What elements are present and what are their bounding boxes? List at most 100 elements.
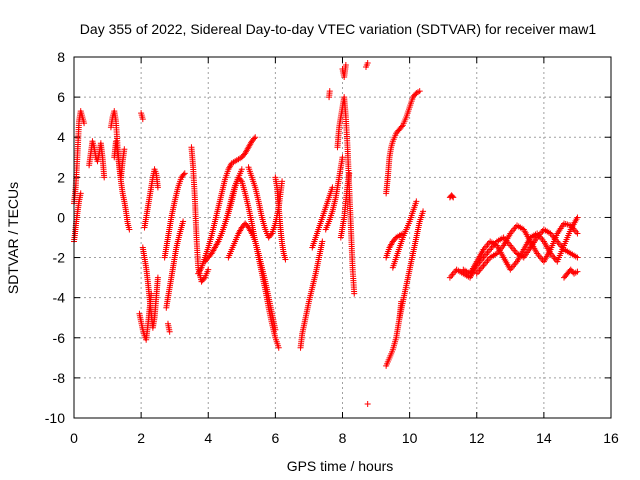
series-arc-o (225, 220, 279, 333)
data-point (121, 146, 128, 153)
x-tick-label: 12 (469, 430, 485, 446)
plot-frame (73, 56, 612, 419)
data-point (450, 194, 457, 201)
x-tick-label: 0 (70, 430, 78, 446)
series-arc-aj (364, 400, 371, 407)
data-point (399, 230, 406, 237)
y-axis-ticks: -10 -8 -6 -4 -2 0 2 4 6 8 (45, 49, 611, 426)
series-arc-v (337, 170, 353, 241)
y-axis-label: SDTVAR / TECUs (5, 182, 21, 294)
series-arc-ae (473, 220, 581, 277)
series-arc-t (322, 154, 346, 233)
chart-title: Day 355 of 2022, Sidereal Day-to-day VTE… (80, 21, 597, 37)
data-point (416, 88, 423, 95)
series-arc-g (139, 244, 161, 331)
y-tick-label: -4 (53, 290, 66, 306)
series-arc-i (161, 170, 188, 261)
x-tick-label: 2 (137, 430, 145, 446)
data-point (364, 60, 371, 67)
series-arc-r (297, 238, 326, 351)
y-tick-label: -2 (53, 250, 66, 266)
series-arc-s (309, 184, 336, 251)
data-point (101, 174, 108, 181)
y-tick-label: -10 (45, 410, 65, 426)
data-point (154, 274, 161, 281)
series-arc-p (245, 164, 286, 241)
data-point (574, 254, 581, 261)
data-point (449, 193, 456, 200)
data-point (329, 184, 336, 191)
x-tick-label: 4 (204, 430, 212, 446)
y-tick-label: -8 (53, 370, 66, 386)
series-arc-l (195, 134, 259, 277)
series-arc-y (396, 208, 427, 321)
data-point (181, 170, 188, 177)
data-point (574, 230, 581, 237)
data-point (139, 116, 146, 123)
data-point (420, 208, 427, 215)
data-point (342, 62, 349, 69)
series-arc-al (138, 110, 146, 123)
y-tick-label: 2 (57, 169, 65, 185)
data-point (238, 166, 245, 173)
data-point (166, 328, 173, 335)
data-point (275, 344, 282, 351)
series-arc-z (389, 198, 420, 271)
data-point (251, 135, 258, 142)
x-axis-label: GPS time / hours (287, 458, 394, 474)
data-point (272, 326, 279, 333)
series-arc-h (141, 166, 161, 231)
series-arc-af (561, 266, 581, 281)
series-arc-aa (383, 230, 406, 261)
data-point (267, 231, 274, 238)
data-points (71, 60, 581, 407)
data-point (351, 290, 358, 297)
series-arc-q (272, 174, 289, 263)
data-point (574, 268, 581, 275)
series-arc-x (383, 88, 423, 197)
series-arc-c (86, 138, 108, 181)
data-point (126, 226, 133, 233)
series-arc-e (111, 138, 128, 181)
data-point (252, 134, 259, 141)
data-point (364, 400, 371, 407)
x-tick-label: 14 (536, 430, 552, 446)
series-arc-n (215, 174, 282, 351)
x-tick-label: 8 (339, 430, 347, 446)
y-tick-label: 8 (57, 49, 65, 65)
series-arc-j (163, 218, 187, 311)
series-arc-a (71, 108, 88, 207)
y-tick-label: 6 (57, 89, 65, 105)
y-tick-label: -6 (53, 330, 66, 346)
y-tick-label: 4 (57, 129, 65, 145)
y-tick-label: 0 (57, 209, 65, 225)
data-point (237, 177, 244, 184)
series-arc-ai (362, 60, 371, 71)
data-point (180, 171, 187, 178)
data-point (398, 123, 405, 130)
data-point (413, 198, 420, 205)
x-tick-label: 16 (603, 430, 619, 446)
data-point (200, 275, 207, 282)
data-point (77, 190, 84, 197)
data-point (346, 170, 353, 177)
series-arc-ah (339, 62, 349, 81)
data-point (574, 214, 581, 221)
series-arc-b (71, 190, 84, 245)
data-point (180, 218, 187, 225)
data-point (319, 238, 326, 245)
series-arc-ag (326, 88, 333, 101)
data-point (326, 88, 333, 95)
data-point (282, 256, 289, 263)
x-tick-label: 6 (271, 430, 279, 446)
data-point (205, 266, 212, 273)
series-arc-ak (164, 320, 173, 335)
data-point (81, 120, 88, 127)
data-point (154, 184, 161, 191)
x-tick-label: 10 (402, 430, 418, 446)
series-arc-ab (446, 192, 457, 201)
x-axis-ticks: 0 2 4 6 8 10 12 14 16 (70, 57, 619, 446)
data-point (279, 178, 286, 185)
data-point (339, 154, 346, 161)
